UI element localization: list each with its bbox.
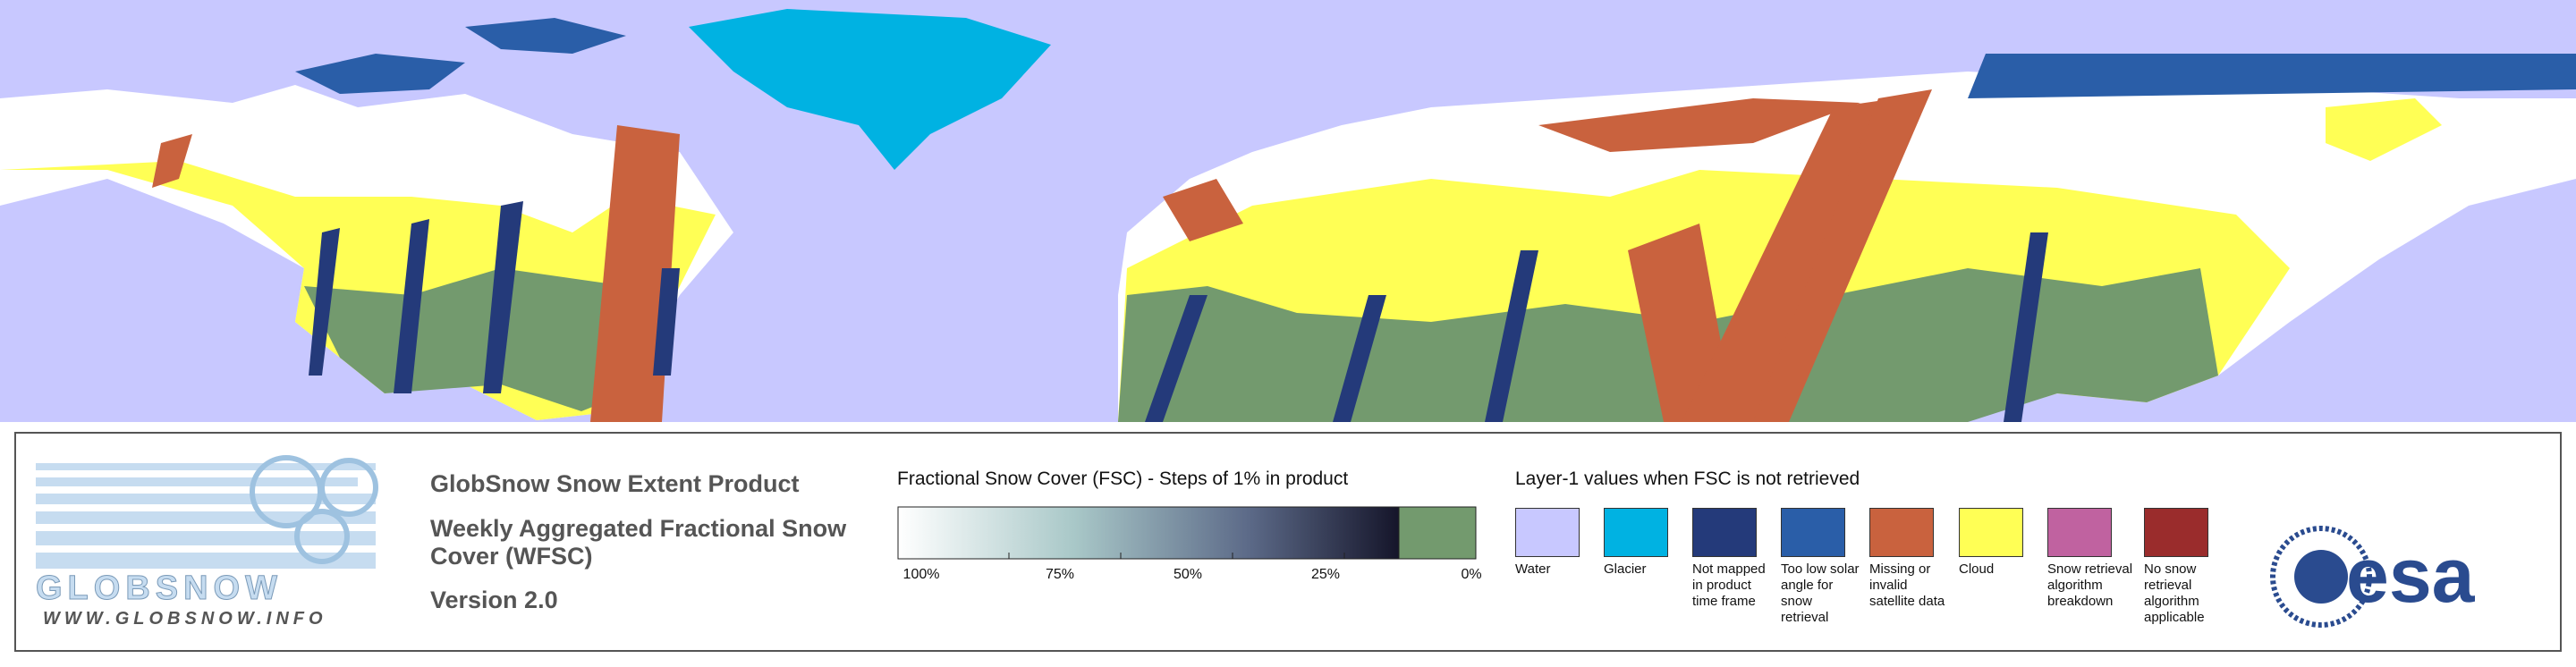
snow-map — [0, 0, 2576, 422]
layer-label: Water — [1515, 561, 1551, 577]
layer-label: Missing or invalid satellite data — [1869, 561, 1945, 609]
fsc-tick-label: 100% — [902, 567, 940, 582]
layer-label: Snow retrieval algorithm breakdown — [2047, 561, 2133, 609]
fsc-tick-label: 75% — [1045, 567, 1075, 582]
fsc-tick-label: 50% — [1173, 567, 1203, 582]
layer-swatch — [1692, 508, 1757, 557]
layer-swatch — [1869, 508, 1934, 557]
layer-label: Not mapped in product time frame — [1692, 561, 1766, 609]
logo-name: GLOBSNOW — [36, 570, 283, 607]
product-title: GlobSnow Snow Extent Product — [430, 470, 800, 497]
layer-label: No snow retrieval algorithm applicable — [2144, 561, 2205, 625]
legend-panel — [14, 432, 2562, 652]
layer-swatch — [2144, 508, 2208, 557]
layer-swatch — [2047, 508, 2112, 557]
esa-logo: esa — [2270, 526, 2476, 628]
product-subtitle: Cover (WFSC) — [430, 543, 593, 570]
fsc-title: Fractional Snow Cover (FSC) - Steps of 1… — [897, 469, 1349, 489]
agency-name: esa — [2346, 533, 2476, 619]
fsc-colorbar — [897, 506, 1477, 560]
layer-swatch — [1959, 508, 2023, 557]
layer-label: Cloud — [1959, 561, 1995, 577]
product-subtitle: Weekly Aggregated Fractional Snow — [430, 515, 847, 542]
fsc-tick-label: 0% — [1461, 567, 1482, 582]
layer-swatch — [1515, 508, 1580, 557]
globsnow-logo: GLOBSNOW WWW.GLOBSNOW.INFO — [36, 455, 378, 626]
layer-label: Glacier — [1604, 561, 1647, 577]
layer-swatch — [1604, 508, 1668, 557]
product-version: Version 2.0 — [430, 587, 558, 613]
layer-label: Too low solar angle for snow retrieval — [1781, 561, 1860, 625]
logo-url: WWW.GLOBSNOW.INFO — [43, 609, 327, 626]
fsc-tick-label: 25% — [1310, 567, 1341, 582]
layer-title: Layer-1 values when FSC is not retrieved — [1515, 469, 1860, 489]
layer-swatch — [1781, 508, 1845, 557]
